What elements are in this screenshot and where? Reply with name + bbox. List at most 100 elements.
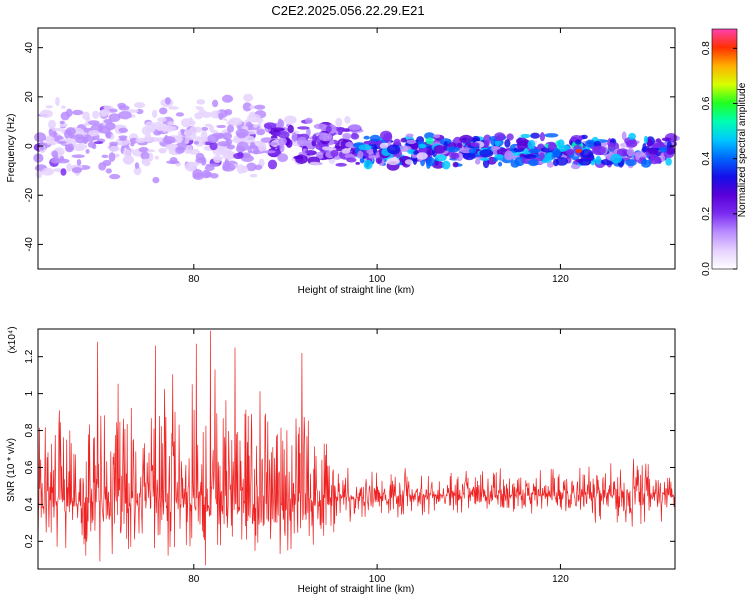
heatmap-cell <box>278 137 287 146</box>
heatmap-cell <box>504 139 511 148</box>
heatmap-cell <box>83 122 89 126</box>
heatmap-cell <box>645 148 651 152</box>
snr-x-axis: 80 100 120 <box>188 329 569 585</box>
heatmap-cell <box>547 142 557 151</box>
heatmap-cell <box>528 148 541 154</box>
heatmap-cell <box>207 134 219 144</box>
heatmap-cell <box>212 99 219 108</box>
heatmap-cell <box>118 127 128 133</box>
heatmap-cell <box>341 148 351 154</box>
heatmap-cell <box>39 109 53 119</box>
heatmap-cell <box>76 159 82 166</box>
heatmap-cell <box>462 151 476 161</box>
heatmap-y-axis: -40 -20 0 20 40 <box>24 42 675 252</box>
heatmap-cell <box>249 105 256 110</box>
x-tick-label: 120 <box>552 274 569 285</box>
heatmap-x-axis: 80 100 120 <box>188 28 569 285</box>
heatmap-cell <box>218 112 224 120</box>
heatmap-cell <box>53 132 58 136</box>
heatmap-cell <box>277 131 290 139</box>
heatmap-cell <box>136 115 147 124</box>
heatmap-cell <box>552 148 561 158</box>
heatmap-cell <box>417 149 426 153</box>
colorbar-tick-label: 0.4 <box>701 151 712 165</box>
heatmap-cell <box>368 155 379 159</box>
heatmap-cell <box>346 157 357 163</box>
heatmap-cell <box>167 121 175 126</box>
heatmap-cell <box>147 136 160 143</box>
heatmap-cell <box>284 115 297 125</box>
heatmap-cell <box>344 116 351 124</box>
heatmap-cell <box>109 173 121 180</box>
heatmap-cell <box>459 134 473 144</box>
heatmap-cell <box>71 167 83 174</box>
heatmap-cell <box>93 141 104 145</box>
y-tick-label: 1.2 <box>24 349 35 363</box>
heatmap-cell <box>380 130 392 141</box>
x-tick-label: 80 <box>188 274 200 285</box>
heatmap-cell <box>520 133 531 139</box>
heatmap-cell <box>209 141 218 151</box>
heatmap-cell <box>555 157 568 166</box>
heatmap-cell <box>641 159 651 168</box>
heatmap-cell <box>431 161 445 169</box>
heatmap-cell <box>506 133 514 141</box>
heatmap-cell <box>35 170 43 179</box>
heatmap-cell <box>527 140 536 150</box>
heatmap-cell <box>530 132 540 139</box>
heatmap-cell <box>416 152 428 160</box>
heatmap-cell <box>85 149 90 154</box>
heatmap-cell <box>336 127 346 133</box>
heatmap-cell <box>468 148 477 154</box>
x-tick-label: 80 <box>188 574 200 585</box>
heatmap-cell <box>196 99 206 105</box>
heatmap-cell <box>592 145 606 156</box>
heatmap-cell <box>126 109 139 113</box>
heatmap-cell <box>363 141 371 145</box>
heatmap-cell <box>599 141 608 147</box>
heatmap-cell <box>325 125 332 133</box>
heatmap-cell <box>539 152 545 160</box>
heatmap-cell <box>103 105 114 110</box>
heatmap-cell <box>130 142 135 147</box>
heatmap-cell <box>335 162 347 167</box>
y-tick-label: 0.2 <box>24 534 35 548</box>
snr-y-label: SNR (10 * v/v) <box>6 438 17 502</box>
heatmap-cell <box>108 152 116 162</box>
heatmap-cell <box>194 112 204 120</box>
heatmap-cell <box>138 146 149 153</box>
heatmap-cell <box>190 120 196 126</box>
heatmap-cell <box>227 124 234 133</box>
heatmap-cell <box>152 176 160 184</box>
heatmap-cell <box>405 133 414 138</box>
snr-y-axis: 0.2 0.4 0.6 0.8 1 1.2 <box>24 349 675 548</box>
heatmap-cell <box>277 153 289 163</box>
heatmap-cell <box>665 145 675 155</box>
heatmap-cell <box>180 128 185 133</box>
heatmap-cell <box>305 150 310 154</box>
y-tick-label: 0.6 <box>24 460 35 474</box>
heatmap-cell <box>309 161 320 166</box>
heatmap-cell <box>342 133 352 140</box>
heatmap-cell <box>433 145 446 154</box>
heatmap-cell <box>226 144 236 150</box>
heatmap-cell <box>192 106 197 114</box>
heatmap-cell <box>70 134 85 140</box>
heatmap-cell <box>659 146 668 153</box>
heatmap-cell <box>82 111 90 121</box>
heatmap-cell <box>648 148 659 155</box>
heatmap-cell <box>236 141 249 152</box>
colorbar-label: Normalized spectral amplitude <box>737 82 748 217</box>
heatmap-cell <box>386 157 400 166</box>
heatmap-cell <box>426 156 435 167</box>
heatmap-cell <box>350 133 360 140</box>
heatmap-cell <box>224 109 233 116</box>
figure-title: C2E2.2025.056.22.29.E21 <box>271 3 424 18</box>
colorbar-tick-label: 0.8 <box>701 41 712 55</box>
heatmap-cell <box>249 173 258 178</box>
heatmap-cell <box>134 162 140 169</box>
heatmap-cell <box>108 113 121 122</box>
y-tick-label: 1 <box>24 390 35 396</box>
heatmap-peak <box>575 148 582 153</box>
heatmap-cell <box>66 163 72 172</box>
